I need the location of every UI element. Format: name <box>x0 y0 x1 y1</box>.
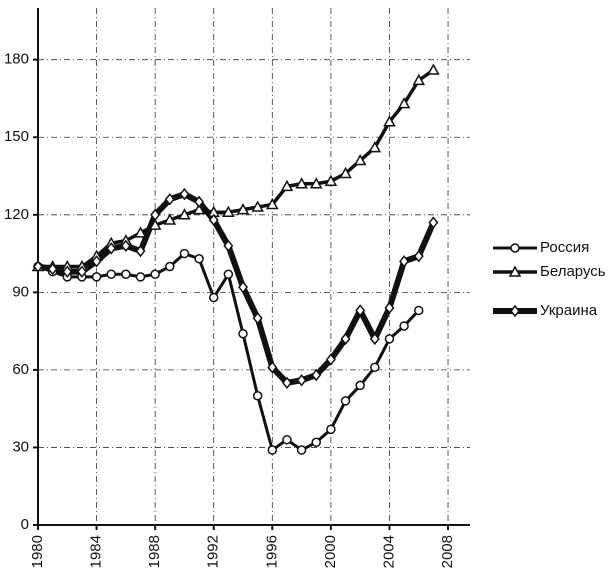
y-tick-label: 120 <box>4 206 29 223</box>
marker <box>280 179 294 192</box>
marker <box>296 374 307 387</box>
marker <box>339 166 352 179</box>
marker <box>369 332 380 346</box>
marker <box>148 218 162 230</box>
marker <box>236 203 250 215</box>
marker <box>164 193 175 206</box>
marker <box>326 424 336 435</box>
marker <box>135 244 146 258</box>
x-tick-label: 1984 <box>88 535 105 568</box>
marker <box>222 205 235 217</box>
marker <box>267 445 278 455</box>
series-line <box>38 68 435 269</box>
marker <box>135 272 146 282</box>
marker <box>208 292 219 303</box>
marker <box>91 255 102 268</box>
marker <box>47 262 58 276</box>
marker <box>106 269 116 280</box>
marker <box>413 305 424 316</box>
marker <box>267 361 278 374</box>
x-tick-label: 1980 <box>29 535 46 568</box>
marker <box>179 248 190 259</box>
marker <box>368 141 382 153</box>
marker <box>194 253 204 264</box>
legend-label: Украина <box>540 302 598 319</box>
marker <box>121 269 131 280</box>
marker <box>120 239 131 253</box>
marker <box>106 242 117 255</box>
y-tick-label: 150 <box>4 128 29 145</box>
marker <box>281 376 292 390</box>
marker <box>428 216 439 229</box>
marker <box>223 269 234 280</box>
marker <box>340 396 351 406</box>
marker <box>150 208 161 222</box>
marker <box>340 332 351 346</box>
marker <box>238 280 248 294</box>
marker <box>194 195 205 209</box>
x-tick-label: 1996 <box>263 535 280 568</box>
x-tick-label: 1992 <box>205 535 222 568</box>
marker <box>223 239 234 253</box>
marker <box>179 187 190 201</box>
y-tick-label: 90 <box>12 283 29 300</box>
marker <box>384 334 395 344</box>
y-tick-label: 180 <box>4 51 29 68</box>
x-tick-label: 2004 <box>380 535 397 568</box>
y-tick-label: 60 <box>12 361 29 378</box>
legend-marker <box>508 265 522 277</box>
legend-marker <box>510 243 520 253</box>
marker <box>295 177 308 189</box>
y-tick-label: 0 <box>21 516 29 533</box>
marker <box>238 328 248 339</box>
marker <box>296 445 307 455</box>
marker <box>178 208 191 220</box>
marker <box>353 153 367 166</box>
marker <box>397 97 411 109</box>
marker <box>355 304 366 317</box>
marker <box>383 115 396 127</box>
x-tick-label: 2008 <box>439 535 456 568</box>
marker <box>412 73 426 86</box>
legend-marker <box>510 304 520 318</box>
marker <box>370 362 380 373</box>
y-tick-label: 30 <box>12 438 29 455</box>
marker <box>399 321 409 331</box>
marker <box>311 437 321 448</box>
marker <box>251 200 264 212</box>
marker <box>413 249 424 263</box>
legend-label: Россия <box>540 239 589 256</box>
series-line <box>37 252 420 452</box>
marker <box>252 391 263 401</box>
x-tick-label: 1988 <box>146 535 163 568</box>
marker <box>91 272 102 282</box>
marker <box>62 265 73 278</box>
marker <box>208 213 219 227</box>
marker <box>384 301 395 315</box>
marker <box>150 269 160 280</box>
marker <box>33 260 43 273</box>
marker <box>282 434 292 445</box>
marker <box>309 177 323 189</box>
marker <box>399 255 410 268</box>
marker <box>325 353 336 366</box>
marker <box>192 203 206 215</box>
marker <box>266 197 279 210</box>
legend-label: Беларусь <box>540 263 606 280</box>
marker <box>165 261 175 272</box>
marker <box>134 226 147 238</box>
marker <box>311 368 322 382</box>
marker <box>252 311 263 325</box>
marker <box>355 380 365 391</box>
series-line <box>37 191 437 386</box>
marker <box>76 265 87 278</box>
x-tick-label: 2000 <box>322 535 339 568</box>
marker <box>324 174 338 186</box>
marker <box>163 213 177 225</box>
marker <box>427 63 440 75</box>
